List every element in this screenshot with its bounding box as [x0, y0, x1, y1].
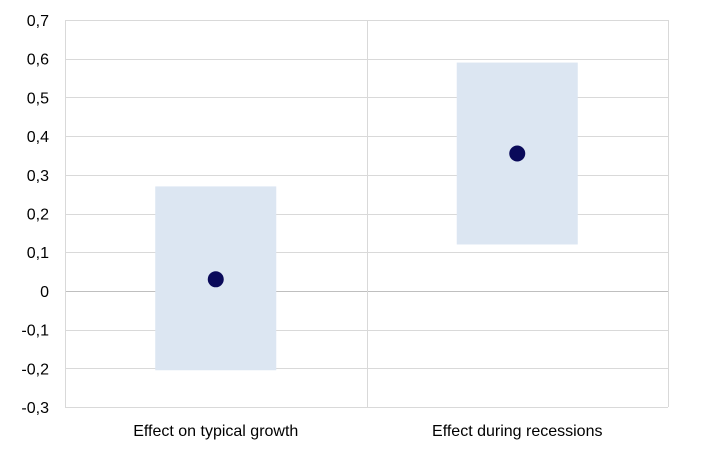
category-label: Effect during recessions [432, 423, 602, 440]
confidence-ranges [155, 62, 578, 371]
y-tick-label: 0,3 [27, 168, 49, 185]
y-tick-label: 0 [40, 284, 49, 301]
category-label: Effect on typical growth [133, 423, 298, 440]
point-marker [207, 271, 224, 288]
y-tick-label: -0,3 [21, 400, 49, 417]
y-tick-label: 0,1 [27, 245, 49, 262]
axes [65, 20, 669, 407]
point-marker [509, 145, 526, 162]
y-tick-label: 0,2 [27, 207, 49, 224]
y-tick-label: 0,6 [27, 52, 49, 69]
y-tick-label: -0,1 [21, 323, 49, 340]
y-tick-label: 0,4 [27, 129, 49, 146]
y-tick-label: 0,5 [27, 90, 49, 107]
y-tick-labels: -0,3 -0,2 -0,1 0 0,1 0,2 0,3 0,4 0,5 0,6 0,7 [21, 13, 49, 417]
y-tick-label: -0,2 [21, 361, 49, 378]
y-tick-label: 0,7 [27, 13, 49, 30]
category-labels: Effect on typical growth Effect during re… [133, 423, 602, 440]
point-estimates [207, 145, 526, 288]
